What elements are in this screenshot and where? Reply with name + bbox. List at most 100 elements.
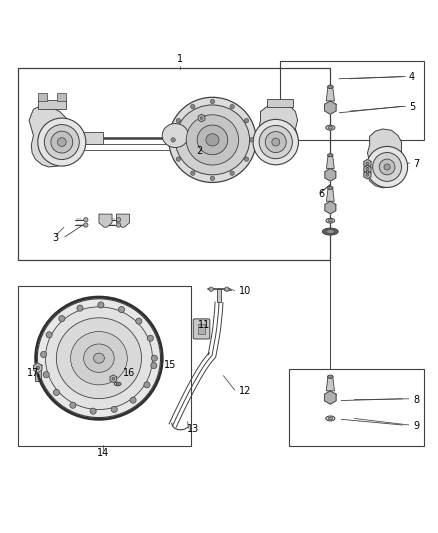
Polygon shape	[326, 156, 334, 168]
Circle shape	[36, 366, 39, 369]
Circle shape	[98, 302, 104, 308]
Text: 15: 15	[164, 360, 177, 370]
Bar	[280, 61, 424, 140]
Polygon shape	[29, 105, 68, 167]
Bar	[38, 93, 46, 101]
Text: 2: 2	[196, 146, 202, 156]
Circle shape	[43, 372, 49, 378]
Ellipse shape	[197, 125, 228, 155]
Ellipse shape	[93, 353, 104, 363]
Circle shape	[210, 99, 215, 103]
Polygon shape	[325, 201, 336, 214]
Bar	[198, 324, 205, 334]
Circle shape	[90, 408, 96, 414]
Circle shape	[84, 223, 88, 227]
Polygon shape	[367, 129, 403, 188]
Text: 9: 9	[413, 421, 420, 431]
Ellipse shape	[328, 417, 332, 419]
Ellipse shape	[71, 332, 127, 385]
Text: 8: 8	[413, 394, 420, 405]
Circle shape	[41, 351, 47, 358]
Ellipse shape	[169, 98, 256, 182]
Circle shape	[51, 131, 73, 153]
Ellipse shape	[328, 85, 333, 88]
Circle shape	[230, 104, 234, 109]
Text: 16: 16	[123, 368, 135, 378]
Ellipse shape	[175, 105, 250, 175]
Circle shape	[176, 157, 180, 161]
Circle shape	[44, 125, 79, 159]
Circle shape	[151, 355, 157, 361]
Circle shape	[272, 138, 280, 146]
Circle shape	[84, 217, 88, 222]
Ellipse shape	[37, 299, 160, 417]
Text: 6: 6	[318, 189, 325, 199]
Circle shape	[136, 318, 142, 324]
Ellipse shape	[328, 126, 332, 129]
Bar	[18, 68, 330, 260]
Text: 12: 12	[239, 386, 251, 396]
Polygon shape	[326, 377, 335, 391]
Polygon shape	[325, 391, 336, 404]
Text: 1: 1	[177, 54, 183, 64]
Circle shape	[144, 382, 150, 388]
Circle shape	[147, 335, 153, 341]
Bar	[35, 368, 41, 381]
Polygon shape	[34, 363, 42, 373]
Ellipse shape	[57, 318, 141, 399]
Circle shape	[373, 152, 402, 181]
Circle shape	[171, 138, 175, 142]
Text: 17: 17	[27, 368, 39, 378]
Circle shape	[118, 306, 124, 312]
Text: 14: 14	[97, 448, 110, 458]
Ellipse shape	[162, 124, 188, 148]
Text: 13: 13	[187, 424, 199, 434]
Polygon shape	[364, 165, 371, 173]
Circle shape	[53, 390, 60, 395]
Polygon shape	[110, 375, 117, 383]
Polygon shape	[198, 114, 205, 122]
Ellipse shape	[328, 375, 333, 378]
Circle shape	[259, 125, 292, 159]
Ellipse shape	[326, 125, 335, 130]
Text: 7: 7	[413, 159, 420, 169]
Bar	[217, 289, 221, 302]
Circle shape	[151, 362, 157, 369]
Polygon shape	[325, 101, 336, 114]
Circle shape	[379, 159, 395, 175]
Circle shape	[384, 164, 390, 170]
Circle shape	[210, 176, 215, 181]
Polygon shape	[326, 189, 334, 201]
Polygon shape	[364, 159, 371, 167]
Circle shape	[112, 377, 115, 380]
Circle shape	[57, 138, 66, 147]
Circle shape	[59, 316, 65, 321]
Circle shape	[244, 157, 249, 161]
Text: 5: 5	[409, 102, 415, 112]
Bar	[57, 93, 66, 101]
Ellipse shape	[84, 344, 114, 373]
Circle shape	[111, 406, 117, 413]
Circle shape	[77, 305, 83, 311]
Polygon shape	[325, 168, 336, 181]
Polygon shape	[99, 214, 112, 227]
Circle shape	[209, 287, 213, 292]
Ellipse shape	[114, 382, 121, 386]
Circle shape	[250, 138, 254, 142]
Circle shape	[117, 217, 121, 222]
Circle shape	[38, 118, 86, 166]
Text: 11: 11	[198, 320, 210, 330]
Circle shape	[176, 118, 180, 123]
Bar	[68, 132, 103, 144]
Polygon shape	[364, 171, 371, 179]
Ellipse shape	[206, 134, 219, 146]
Ellipse shape	[328, 187, 333, 190]
Circle shape	[366, 173, 369, 176]
Bar	[289, 369, 424, 446]
Circle shape	[253, 119, 298, 165]
Ellipse shape	[328, 220, 332, 222]
Ellipse shape	[116, 383, 119, 385]
Ellipse shape	[326, 219, 335, 223]
Ellipse shape	[46, 307, 152, 409]
Ellipse shape	[322, 228, 338, 235]
